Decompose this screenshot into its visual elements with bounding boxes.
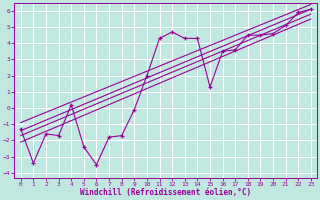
X-axis label: Windchill (Refroidissement éolien,°C): Windchill (Refroidissement éolien,°C): [80, 188, 252, 197]
